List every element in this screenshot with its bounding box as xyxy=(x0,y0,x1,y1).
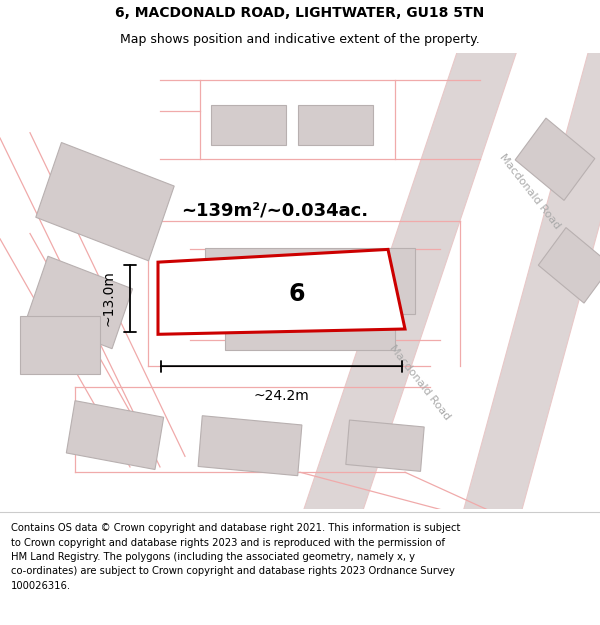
Polygon shape xyxy=(463,34,600,528)
Text: 6, MACDONALD ROAD, LIGHTWATER, GU18 5TN: 6, MACDONALD ROAD, LIGHTWATER, GU18 5TN xyxy=(115,6,485,20)
Polygon shape xyxy=(225,297,395,350)
Text: ~13.0m: ~13.0m xyxy=(101,270,115,326)
Text: ~24.2m: ~24.2m xyxy=(254,389,310,403)
Polygon shape xyxy=(198,416,302,476)
Polygon shape xyxy=(346,420,424,471)
Text: Macdonald Road: Macdonald Road xyxy=(388,342,452,421)
Polygon shape xyxy=(36,142,174,261)
Text: Macdonald Road: Macdonald Road xyxy=(497,152,562,231)
Text: Map shows position and indicative extent of the property.: Map shows position and indicative extent… xyxy=(120,33,480,46)
Polygon shape xyxy=(158,249,405,334)
Polygon shape xyxy=(298,105,373,146)
Polygon shape xyxy=(515,118,595,201)
Polygon shape xyxy=(538,228,600,303)
Polygon shape xyxy=(20,316,100,374)
Text: Contains OS data © Crown copyright and database right 2021. This information is : Contains OS data © Crown copyright and d… xyxy=(11,523,460,591)
Polygon shape xyxy=(28,256,133,349)
Text: ~139m²/~0.034ac.: ~139m²/~0.034ac. xyxy=(181,201,368,219)
Polygon shape xyxy=(211,105,286,146)
Polygon shape xyxy=(205,248,415,314)
Text: 6: 6 xyxy=(289,282,305,306)
Polygon shape xyxy=(304,32,517,530)
Polygon shape xyxy=(67,401,164,469)
